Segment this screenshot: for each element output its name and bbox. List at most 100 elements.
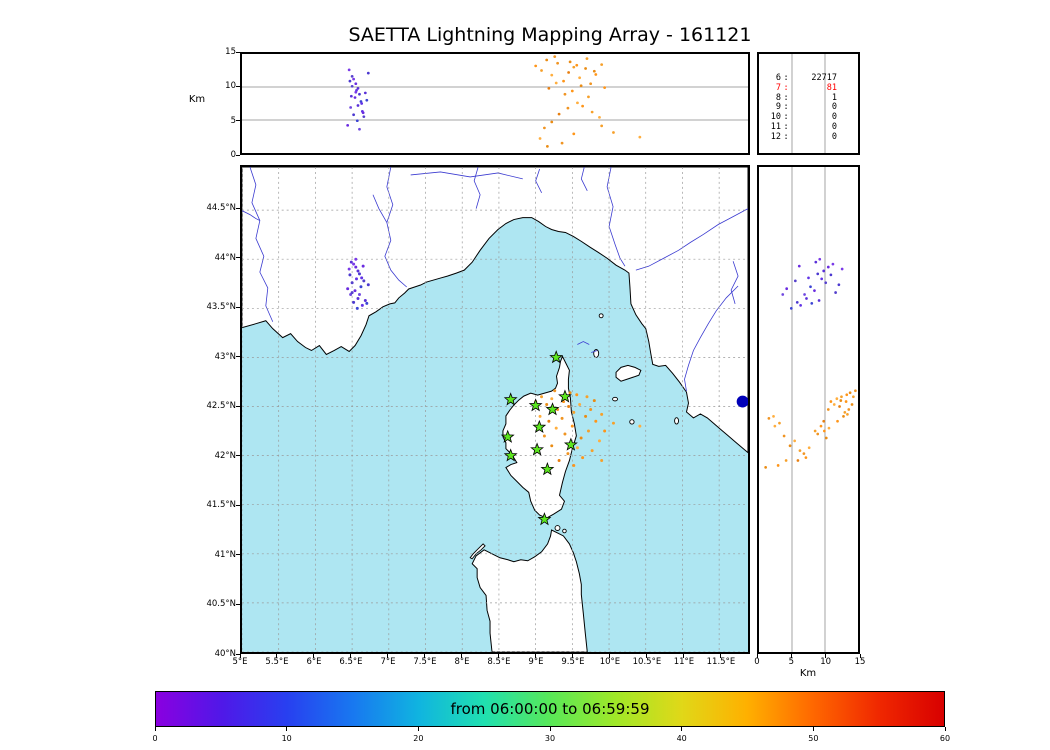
lightning-point [785, 287, 789, 291]
lightning-point [357, 272, 361, 276]
station-star-marker [503, 448, 518, 462]
lightning-point [840, 267, 844, 271]
lightning-point [827, 426, 831, 430]
lightning-point [352, 113, 356, 117]
lightning-point [854, 389, 857, 393]
lightning-point [852, 395, 855, 399]
lightning-point [542, 434, 546, 438]
lightning-point [592, 399, 596, 403]
corsica-island [502, 355, 577, 519]
axis-tick [812, 727, 814, 731]
top-panel-gridlines [242, 86, 748, 121]
station-star-marker [532, 419, 547, 434]
lightning-point [348, 79, 352, 83]
lightning-point [347, 68, 351, 72]
latitude-altitude-plot [764, 167, 857, 652]
lightning-point [567, 405, 571, 409]
lightning-point [840, 395, 843, 399]
alt-tick-label: 10 [225, 81, 236, 92]
lightning-point [803, 293, 806, 296]
lightning-point [547, 86, 551, 90]
lightning-point [782, 434, 786, 438]
lightning-point [578, 403, 582, 407]
colorbar-tick-label: 0 [152, 734, 158, 743]
lon-tick-label: 7°E [380, 657, 396, 667]
lightning-point [592, 69, 596, 73]
lightning-point [844, 400, 848, 403]
lightning-point [603, 429, 607, 433]
lightning-point [348, 273, 352, 277]
colorbar-tick-label: 30 [544, 734, 556, 743]
right-alt-tick-label: 10 [820, 657, 832, 667]
station-star-marker [528, 398, 543, 412]
lightning-point [600, 63, 604, 66]
lightning-point [566, 106, 570, 110]
lightning-point [347, 267, 351, 271]
lightning-point [572, 132, 576, 136]
lightning-point [540, 395, 544, 399]
lightning-point [363, 299, 367, 302]
lightning-point [355, 306, 359, 310]
station-count-panel: 6:22717 7:81 8:1 9:0 10:0 11:0 12:0 [757, 52, 860, 155]
lightning-point [839, 399, 843, 402]
lightning-point [579, 84, 583, 88]
lat-tick-label: 41.5°N [206, 500, 236, 511]
lightning-point [354, 90, 358, 94]
axis-tick [236, 356, 240, 358]
axis-tick [313, 654, 315, 658]
axis-tick [236, 85, 240, 87]
lightning-point [789, 306, 793, 310]
lightning-point [807, 276, 810, 280]
axis-tick [790, 654, 792, 658]
axis-tick [535, 654, 537, 658]
lightning-point [600, 458, 604, 462]
lightning-point [359, 100, 363, 103]
map-lightning-points [346, 257, 748, 469]
lightning-point [581, 104, 584, 108]
lat-tick-label: 40°N [214, 649, 236, 659]
lightning-point [576, 101, 579, 105]
station-count-row: 10:0 [770, 112, 837, 123]
lightning-point [834, 291, 837, 294]
lightning-point [778, 421, 781, 425]
lightning-point [590, 449, 594, 453]
lightning-point [356, 86, 360, 90]
lightning-point [358, 92, 361, 96]
axis-tick [681, 727, 683, 731]
station-star-marker [503, 392, 518, 406]
lightning-point [600, 412, 604, 416]
lightning-point [590, 110, 594, 114]
lightning-point [822, 269, 826, 273]
lightning-point [566, 452, 570, 456]
axis-tick [236, 405, 240, 407]
lightning-point [836, 419, 839, 423]
axis-tick [609, 654, 611, 658]
lightning-point [798, 449, 802, 453]
lightning-point [823, 429, 826, 433]
lightning-point [816, 432, 820, 436]
lightning-point [579, 436, 583, 440]
alt-tick-label: 15 [225, 47, 236, 57]
lat-tick-label: 42.5°N [206, 401, 236, 412]
lightning-point [832, 403, 836, 406]
station-count-row: 7:81 [775, 82, 837, 93]
altitude-longitude-panel [240, 52, 750, 155]
station-star-marker [540, 462, 555, 476]
axis-tick [720, 654, 722, 658]
colorbar-label: from 06:00:00 to 06:59:59 [450, 700, 650, 718]
altitude-longitude-plot [242, 55, 748, 148]
station-star-marker [545, 402, 560, 416]
station-count-gridlines [791, 54, 826, 153]
map-gridlines [242, 167, 748, 652]
lon-tick-label: 5°E [232, 657, 248, 667]
right-alt-tick-label: 5 [788, 657, 795, 667]
lightning-point [611, 421, 615, 425]
lightning-point [365, 98, 369, 102]
lightning-point [795, 300, 799, 304]
right-panel-points [764, 257, 857, 469]
right-alt-tick-label: 0 [754, 657, 760, 667]
maddalena-island [562, 528, 567, 534]
lightning-point [346, 123, 350, 127]
lightning-point [835, 397, 839, 401]
lightning-point [563, 432, 567, 436]
